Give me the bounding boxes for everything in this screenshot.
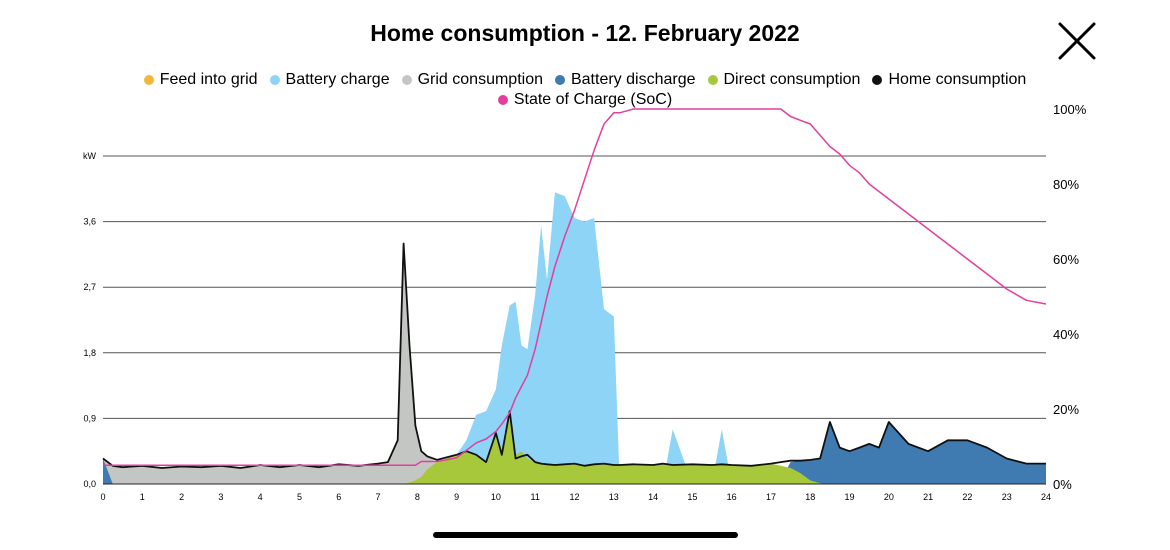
legend-label: Grid consumption — [417, 71, 543, 88]
legend-item[interactable]: Battery charge — [269, 71, 390, 89]
y-tick-label: 1,8 — [83, 348, 96, 358]
y-tick-label: 2,7 — [83, 282, 96, 292]
chart-legend: Feed into grid Battery charge Grid consump… — [0, 70, 1170, 110]
legend-item[interactable]: Grid consumption — [401, 71, 543, 89]
x-tick-label: 6 — [336, 492, 341, 502]
x-tick-label: 13 — [609, 492, 619, 502]
legend-label: Battery discharge — [570, 71, 696, 88]
legend-item[interactable]: Direct consumption — [707, 71, 861, 89]
x-tick-label: 23 — [1002, 492, 1012, 502]
x-tick-label: 1 — [140, 492, 145, 502]
legend-item[interactable]: Home consumption — [872, 71, 1026, 89]
legend-dot-icon — [554, 75, 565, 85]
legend-dot-icon — [143, 75, 154, 85]
area-battery-charge — [103, 192, 1046, 484]
y-tick-label: 0,9 — [83, 413, 96, 423]
x-tick-label: 14 — [648, 492, 658, 502]
line-home-consumption — [102, 242, 1046, 469]
line-state-of-charge-soc- — [103, 108, 1047, 467]
x-tick-label: 21 — [923, 492, 933, 502]
legend-dot-icon — [707, 75, 718, 85]
x-tick-label: 7 — [376, 492, 381, 502]
y2-tick-label: 100% — [1053, 102, 1087, 117]
home-indicator-bar — [433, 532, 738, 538]
legend-label: Direct consumption — [723, 71, 861, 88]
x-tick-label: 8 — [415, 492, 420, 502]
x-tick-label: 4 — [258, 492, 263, 502]
x-tick-label: 3 — [218, 492, 223, 502]
y2-tick-label: 0% — [1053, 477, 1072, 492]
area-direct-consumption — [103, 411, 1046, 484]
legend-dot-icon — [269, 75, 280, 85]
x-tick-label: 20 — [884, 492, 894, 502]
y-tick-label: kW — [83, 151, 97, 161]
x-tick-label: 24 — [1041, 492, 1051, 502]
y-tick-label: 3,6 — [83, 217, 96, 227]
y2-tick-label: 80% — [1053, 177, 1079, 192]
x-tick-label: 12 — [569, 492, 579, 502]
legend-dot-icon — [872, 75, 883, 85]
x-tick-label: 16 — [727, 492, 737, 502]
x-tick-label: 11 — [531, 492, 540, 502]
x-tick-label: 19 — [845, 492, 855, 502]
legend-dot-icon — [401, 75, 412, 85]
legend-label: Battery charge — [285, 71, 390, 88]
x-tick-label: 22 — [962, 492, 972, 502]
legend-label: Feed into grid — [159, 71, 258, 88]
legend-item[interactable]: Battery discharge — [554, 71, 696, 89]
close-x-icon[interactable] — [1056, 20, 1098, 62]
page-title: Home consumption - 12. February 2022 — [370, 20, 800, 46]
x-tick-label: 18 — [805, 492, 815, 502]
y2-tick-label: 60% — [1053, 252, 1079, 267]
y-tick-label: 0,0 — [83, 479, 96, 489]
x-tick-label: 9 — [454, 492, 459, 502]
x-tick-label: 2 — [179, 492, 184, 502]
legend-dot-icon — [497, 95, 508, 105]
y2-tick-label: 20% — [1053, 402, 1079, 417]
y2-tick-label: 40% — [1053, 327, 1079, 342]
area-battery-discharge — [103, 422, 1046, 484]
x-tick-label: 17 — [766, 492, 776, 502]
legend-item[interactable]: State of Charge (SoC) — [497, 91, 673, 109]
legend-label: State of Charge (SoC) — [513, 91, 673, 108]
legend-item[interactable]: Feed into grid — [143, 71, 258, 89]
x-tick-label: 15 — [687, 492, 697, 502]
legend-label: Home consumption — [888, 71, 1027, 88]
x-tick-label: 0 — [100, 492, 105, 502]
x-tick-label: 10 — [491, 492, 501, 502]
x-tick-label: 5 — [297, 492, 302, 502]
